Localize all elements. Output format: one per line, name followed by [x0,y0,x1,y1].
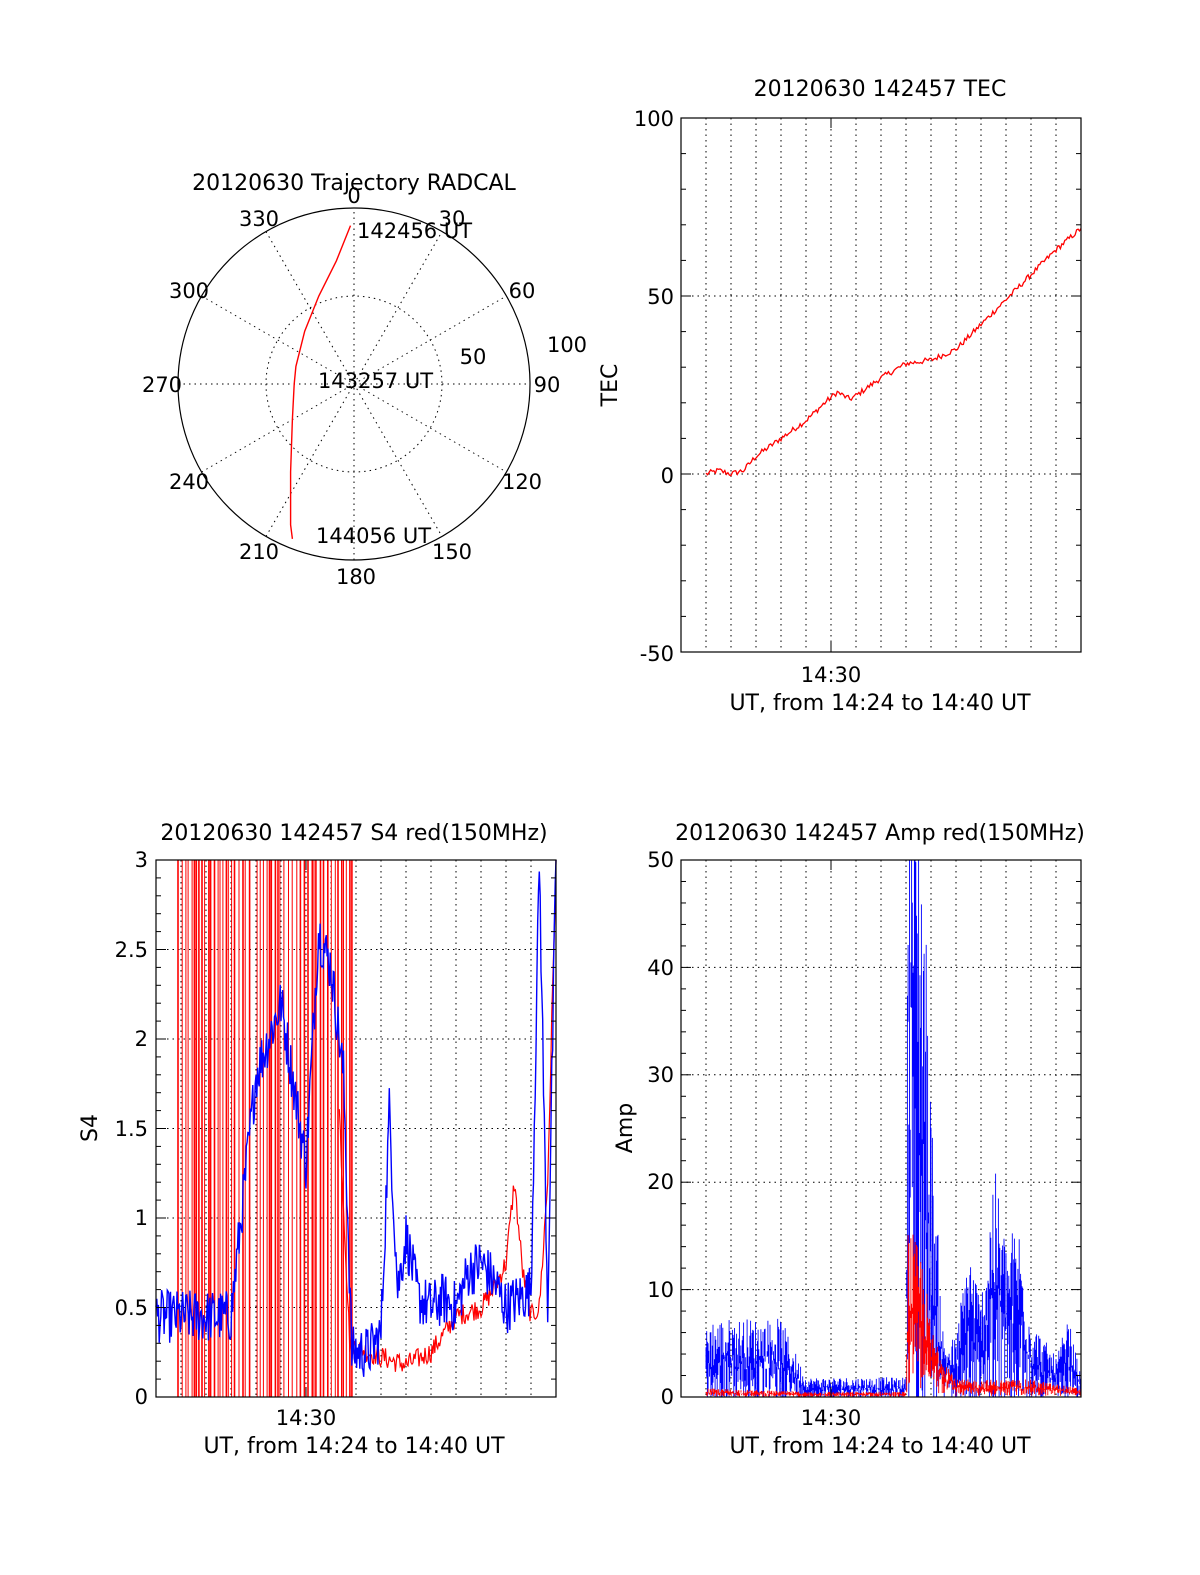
amp-plot-frame [680,859,1082,1398]
trajectory-start-label: 142456 UT [357,219,472,243]
az-label-120: 120 [502,470,542,494]
s4-grid [156,860,556,1397]
tec-chart: 20120630 142457 TEC 100 50 0 -50 14:30 U… [598,77,1082,716]
s4-ytick-1: 1 [135,1206,148,1230]
amp-ytick-50: 50 [647,848,674,872]
s4-ytick-2.5: 2.5 [115,938,148,962]
tec-ytick-50: 50 [647,285,674,309]
polar-title: 20120630 Trajectory RADCAL [192,171,516,196]
s4-xtick-1430: 14:30 [276,1406,337,1430]
az-label-90: 90 [534,373,561,397]
tec-grid [681,118,1081,652]
amp-ytick-0: 0 [661,1385,674,1409]
tec-series-line [705,228,1082,477]
az-label-300: 300 [169,279,209,303]
amp-xtick-1430: 14:30 [801,1406,862,1430]
amp-ylabel: Amp [613,1103,638,1153]
amp-title: 20120630 142457 Amp red(150MHz) [675,821,1085,846]
s4-ytick-3: 3 [135,848,148,872]
amp-ticks [681,859,1081,1398]
az-label-210: 210 [239,540,279,564]
amp-xlabel: UT, from 14:24 to 14:40 UT [729,1434,1031,1459]
tec-title: 20120630 142457 TEC [754,77,1007,102]
s4-ylabel: S4 [78,1114,103,1142]
tec-ytick-100: 100 [634,107,674,131]
tec-ticks [681,117,1081,653]
az-label-330: 330 [239,207,279,231]
amp-blue-series [705,860,1081,1397]
amp-ytick-30: 30 [647,1063,674,1087]
s4-ytick-0: 0 [135,1385,148,1409]
tec-xlabel: UT, from 14:24 to 14:40 UT [729,691,1031,716]
s4-chart: 20120630 142457 S4 red(150MHz) 0 0.5 1 1… [78,821,557,1459]
radial-label-50: 50 [460,345,487,369]
radial-label-100: 100 [547,333,587,357]
s4-blue-series-line [155,859,557,1377]
az-label-270: 270 [142,373,182,397]
tec-ylabel: TEC [598,364,623,408]
tec-ytick-minus50: -50 [640,642,674,666]
az-label-0: 0 [347,184,360,208]
az-label-60: 60 [509,279,536,303]
s4-ytick-2: 2 [135,1027,148,1051]
amp-grid [681,860,1081,1397]
az-label-30: 30 [439,207,466,231]
polar-trajectory-line [289,225,352,539]
polar-azimuth-labels: 0 30 60 90 120 150 180 210 240 270 300 3… [142,184,560,589]
amp-ytick-10: 10 [647,1278,674,1302]
s4-plot-frame [155,859,557,1398]
amp-blue-series-line [705,860,1081,1397]
s4-ytick-1.5: 1.5 [115,1117,148,1141]
polar-grid [178,208,530,560]
amp-ytick-20: 20 [647,1170,674,1194]
s4-xlabel: UT, from 14:24 to 14:40 UT [203,1434,505,1459]
tec-xtick-1430: 14:30 [801,663,862,687]
s4-ytick-0.5: 0.5 [115,1296,148,1320]
az-label-180: 180 [336,565,376,589]
s4-ticks [156,859,556,1398]
trajectory-mid-label: 143257 UT [318,369,433,393]
az-label-240: 240 [169,470,209,494]
tec-plot-frame [680,117,1082,653]
amp-ytick-40: 40 [647,956,674,980]
amp-chart: 20120630 142457 Amp red(150MHz) 0 10 20 … [613,821,1085,1459]
s4-title: 20120630 142457 S4 red(150MHz) [160,821,547,846]
tec-ytick-0: 0 [661,464,674,488]
az-label-150: 150 [432,540,472,564]
trajectory-end-label: 144056 UT [316,524,431,548]
polar-outer-ring [177,207,531,561]
polar-spoke [265,231,443,537]
polar-chart: 20120630 Trajectory RADCAL 0 30 60 90 12… [142,171,587,589]
